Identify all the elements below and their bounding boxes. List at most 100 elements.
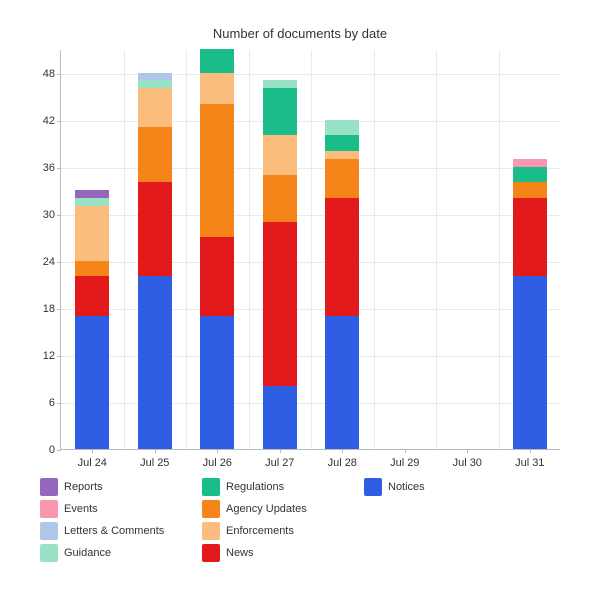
legend-item-news: News: [202, 544, 352, 562]
legend-swatch: [364, 478, 382, 496]
xtick-label: Jul 31: [515, 457, 544, 469]
xtick-label: Jul 26: [203, 457, 232, 469]
plot-area: 0612182430364248Jul 24Jul 25Jul 26Jul 27…: [60, 50, 560, 450]
bar-segment-reports: [75, 190, 109, 198]
xtick-label: Jul 24: [78, 457, 107, 469]
xtick-mark: [530, 449, 531, 453]
bar-segment-news: [200, 237, 234, 315]
legend-label: Enforcements: [226, 525, 294, 537]
xtick-label: Jul 28: [328, 457, 357, 469]
bar-segment-agency: [263, 175, 297, 222]
legend-item-events: Events: [40, 500, 190, 518]
bar-segment-regulations: [263, 88, 297, 135]
legend-item-enforce: Enforcements: [202, 522, 352, 540]
bar-segment-notices: [138, 276, 172, 449]
legend-item-notices: Notices: [364, 478, 514, 496]
legend-label: Reports: [64, 481, 103, 493]
gridline-v: [436, 50, 437, 449]
bar-segment-agency: [325, 159, 359, 198]
legend-label: Letters & Comments: [64, 525, 164, 537]
bar-segment-news: [263, 222, 297, 387]
bar-segment-regulations: [513, 167, 547, 183]
gridline-v: [374, 50, 375, 449]
bar-segment-notices: [263, 386, 297, 449]
bar-segment-regulations: [325, 135, 359, 151]
bar-segment-news: [75, 276, 109, 315]
bar-segment-agency: [75, 261, 109, 277]
bar-segment-news: [513, 198, 547, 276]
ytick-mark: [57, 168, 61, 169]
legend-item-guidance: Guidance: [40, 544, 190, 562]
legend-swatch: [40, 500, 58, 518]
legend-swatch: [40, 478, 58, 496]
legend-item-letters: Letters & Comments: [40, 522, 190, 540]
ytick-label: 42: [15, 115, 55, 127]
xtick-mark: [217, 449, 218, 453]
ytick-mark: [57, 74, 61, 75]
xtick-label: Jul 25: [140, 457, 169, 469]
bar-segment-notices: [513, 276, 547, 449]
legend-label: Agency Updates: [226, 503, 307, 515]
gridline-v: [499, 50, 500, 449]
bar-segment-enforce: [200, 73, 234, 104]
bar-segment-notices: [75, 316, 109, 449]
legend-swatch: [202, 522, 220, 540]
gridline-v: [124, 50, 125, 449]
ytick-label: 36: [15, 162, 55, 174]
ytick-mark: [57, 450, 61, 451]
ytick-mark: [57, 309, 61, 310]
gridline-v: [311, 50, 312, 449]
legend-item-regulations: Regulations: [202, 478, 352, 496]
legend-label: Regulations: [226, 481, 284, 493]
ytick-label: 18: [15, 303, 55, 315]
bar-segment-events: [513, 159, 547, 167]
ytick-mark: [57, 403, 61, 404]
bar-segment-agency: [513, 182, 547, 198]
ytick-mark: [57, 215, 61, 216]
legend-swatch: [40, 522, 58, 540]
xtick-label: Jul 30: [453, 457, 482, 469]
bar-segment-notices: [325, 316, 359, 449]
bar-segment-letters: [138, 73, 172, 81]
bar-segment-enforce: [263, 135, 297, 174]
bar-segment-news: [138, 182, 172, 276]
chart-title: Number of documents by date: [0, 26, 600, 41]
bar-segment-guidance: [325, 120, 359, 136]
xtick-label: Jul 27: [265, 457, 294, 469]
xtick-mark: [467, 449, 468, 453]
gridline-v: [186, 50, 187, 449]
bar-segment-guidance: [75, 198, 109, 206]
xtick-mark: [92, 449, 93, 453]
ytick-label: 0: [15, 444, 55, 456]
xtick-label: Jul 29: [390, 457, 419, 469]
xtick-mark: [280, 449, 281, 453]
ytick-label: 48: [15, 68, 55, 80]
xtick-mark: [405, 449, 406, 453]
legend-item-reports: Reports: [40, 478, 190, 496]
ytick-mark: [57, 121, 61, 122]
bar-segment-agency: [200, 104, 234, 237]
ytick-mark: [57, 262, 61, 263]
xtick-mark: [342, 449, 343, 453]
chart-container: Number of documents by date 061218243036…: [0, 0, 600, 600]
bar-segment-guidance: [138, 80, 172, 88]
xtick-mark: [155, 449, 156, 453]
bar-segment-enforce: [75, 206, 109, 261]
ytick-mark: [57, 356, 61, 357]
bar-segment-regulations: [200, 49, 234, 73]
bar-segment-news: [325, 198, 359, 316]
legend-item-agency: Agency Updates: [202, 500, 352, 518]
ytick-label: 30: [15, 209, 55, 221]
ytick-label: 12: [15, 350, 55, 362]
bar-segment-enforce: [138, 88, 172, 127]
bar-segment-enforce: [325, 151, 359, 159]
legend-swatch: [202, 544, 220, 562]
ytick-label: 24: [15, 256, 55, 268]
legend-label: Notices: [388, 481, 425, 493]
legend: Reports Events Letters & Comments Guidance R…: [40, 478, 560, 568]
legend-label: Events: [64, 503, 98, 515]
legend-label: News: [226, 547, 254, 559]
legend-swatch: [202, 500, 220, 518]
bar-segment-agency: [138, 127, 172, 182]
bar-segment-guidance: [263, 80, 297, 88]
